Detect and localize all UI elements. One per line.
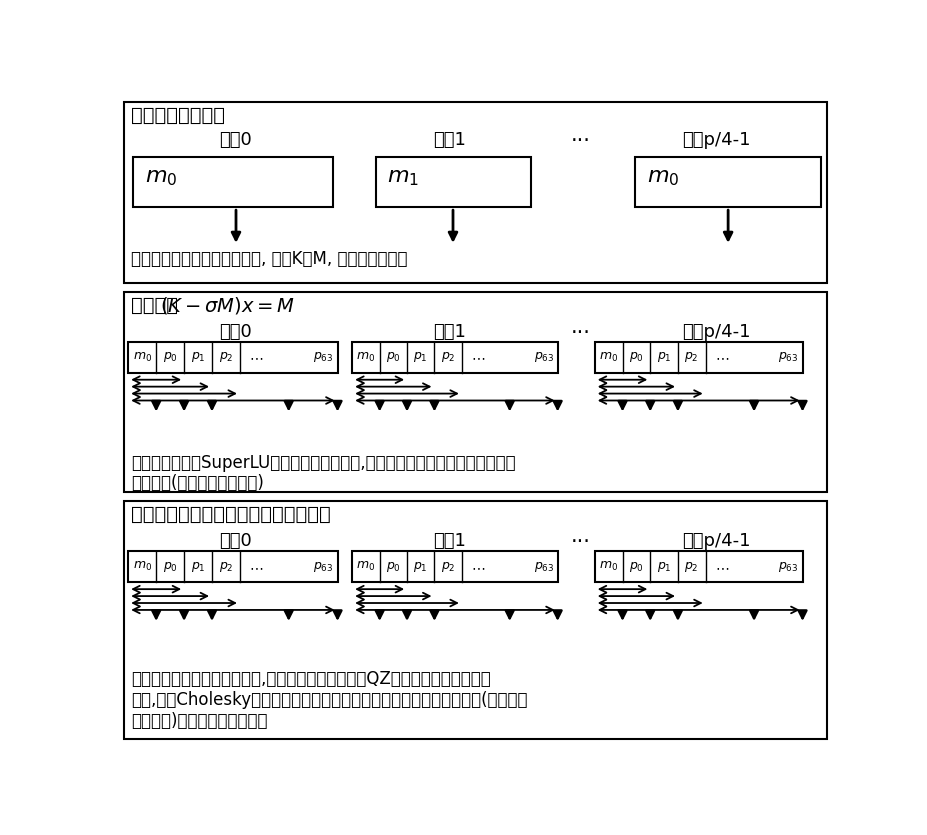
Text: $\cdots$: $\cdots$ — [249, 559, 264, 574]
Text: $p_{63}$: $p_{63}$ — [313, 559, 334, 574]
Text: $(K-\sigma M)x=M$: $(K-\sigma M)x=M$ — [159, 295, 295, 316]
Text: $p_2$: $p_2$ — [684, 559, 699, 574]
Text: $m_0$: $m_0$ — [133, 351, 152, 364]
Text: $\cdots$: $\cdots$ — [471, 559, 486, 574]
Text: $p_0$: $p_0$ — [629, 351, 644, 364]
Text: 并行求解: 并行求解 — [132, 296, 178, 315]
Text: 各核组并行求解模态固有频率,包括：矩阵向量运算、QZ法并行求解广义特征值
问题,并行Cholesky分解等；数据通信分为：核组间通信以及核组内通信(主核与从
核: 各核组并行求解模态固有频率,包括：矩阵向量运算、QZ法并行求解广义特征值 问题,… — [132, 670, 527, 730]
Bar — [123, 292, 827, 492]
Text: $p_0$: $p_0$ — [162, 351, 178, 364]
Text: $\cdots$: $\cdots$ — [715, 351, 730, 364]
Bar — [352, 342, 558, 372]
Text: 主核1: 主核1 — [433, 131, 465, 149]
Text: $p_{63}$: $p_{63}$ — [779, 559, 799, 574]
Text: 核组0: 核组0 — [220, 323, 252, 341]
Text: $m_0$: $m_0$ — [647, 166, 679, 189]
Text: $p_1$: $p_1$ — [191, 559, 206, 574]
Text: ···: ··· — [571, 532, 590, 552]
Bar — [128, 551, 337, 582]
Text: ···: ··· — [571, 131, 590, 151]
Bar — [133, 157, 333, 207]
Text: $p_1$: $p_1$ — [191, 351, 206, 364]
Text: $p_2$: $p_2$ — [684, 351, 699, 364]
Text: 核组p/4-1: 核组p/4-1 — [682, 532, 751, 550]
Bar — [375, 157, 530, 207]
Text: $\cdots$: $\cdots$ — [471, 351, 486, 364]
Text: 各核组利用并行SuperLU算法并行求解该方程,数据通信包括：核组间通信以及核
组内通信(主核与从核间通信): 各核组利用并行SuperLU算法并行求解该方程,数据通信包括：核组间通信以及核 … — [132, 453, 516, 493]
Bar — [595, 342, 803, 372]
Text: 多文件流数据读取: 多文件流数据读取 — [132, 105, 225, 124]
Text: 主核p/4-1: 主核p/4-1 — [682, 131, 751, 149]
Text: $\cdots$: $\cdots$ — [249, 351, 264, 364]
Text: $p_1$: $p_1$ — [413, 559, 428, 574]
Text: 核组p/4-1: 核组p/4-1 — [682, 323, 751, 341]
Text: $p_0$: $p_0$ — [386, 559, 400, 574]
Text: $m_0$: $m_0$ — [599, 351, 618, 364]
Text: $p_1$: $p_1$ — [656, 559, 671, 574]
Bar — [123, 102, 827, 283]
Text: $p_{63}$: $p_{63}$ — [534, 559, 554, 574]
Text: $p_2$: $p_2$ — [219, 351, 234, 364]
Text: $p_2$: $p_2$ — [441, 351, 455, 364]
Text: 各核组主核同步读取数据文件, 包括K和M, 无数据通信交流: 各核组主核同步读取数据文件, 包括K和M, 无数据通信交流 — [132, 250, 408, 268]
Bar — [128, 342, 337, 372]
Text: 并行加速子空间算法求解模态固有频率: 并行加速子空间算法求解模态固有频率 — [132, 505, 331, 524]
Text: $p_2$: $p_2$ — [219, 559, 234, 574]
Text: 核组0: 核组0 — [220, 532, 252, 550]
Text: $p_1$: $p_1$ — [656, 351, 671, 364]
Text: $m_1$: $m_1$ — [387, 166, 419, 189]
Text: $m_0$: $m_0$ — [599, 560, 618, 574]
Bar — [595, 551, 803, 582]
Bar — [123, 501, 827, 739]
Text: $p_{63}$: $p_{63}$ — [534, 351, 554, 364]
Bar — [352, 551, 558, 582]
Text: 主核0: 主核0 — [220, 131, 252, 149]
Text: $p_0$: $p_0$ — [386, 351, 400, 364]
Text: $p_{63}$: $p_{63}$ — [313, 351, 334, 364]
Text: $m_0$: $m_0$ — [356, 351, 375, 364]
Text: $m_0$: $m_0$ — [356, 560, 375, 574]
Text: $p_{63}$: $p_{63}$ — [779, 351, 799, 364]
Bar — [635, 157, 821, 207]
Text: 核组1: 核组1 — [433, 323, 465, 341]
Text: $p_2$: $p_2$ — [441, 559, 455, 574]
Text: ···: ··· — [571, 323, 590, 342]
Text: $m_0$: $m_0$ — [133, 560, 152, 574]
Text: $p_0$: $p_0$ — [162, 559, 178, 574]
Text: $\cdots$: $\cdots$ — [715, 559, 730, 574]
Text: $p_0$: $p_0$ — [629, 559, 644, 574]
Text: 核组1: 核组1 — [433, 532, 465, 550]
Text: $m_0$: $m_0$ — [145, 166, 177, 189]
Text: $p_1$: $p_1$ — [413, 351, 428, 364]
